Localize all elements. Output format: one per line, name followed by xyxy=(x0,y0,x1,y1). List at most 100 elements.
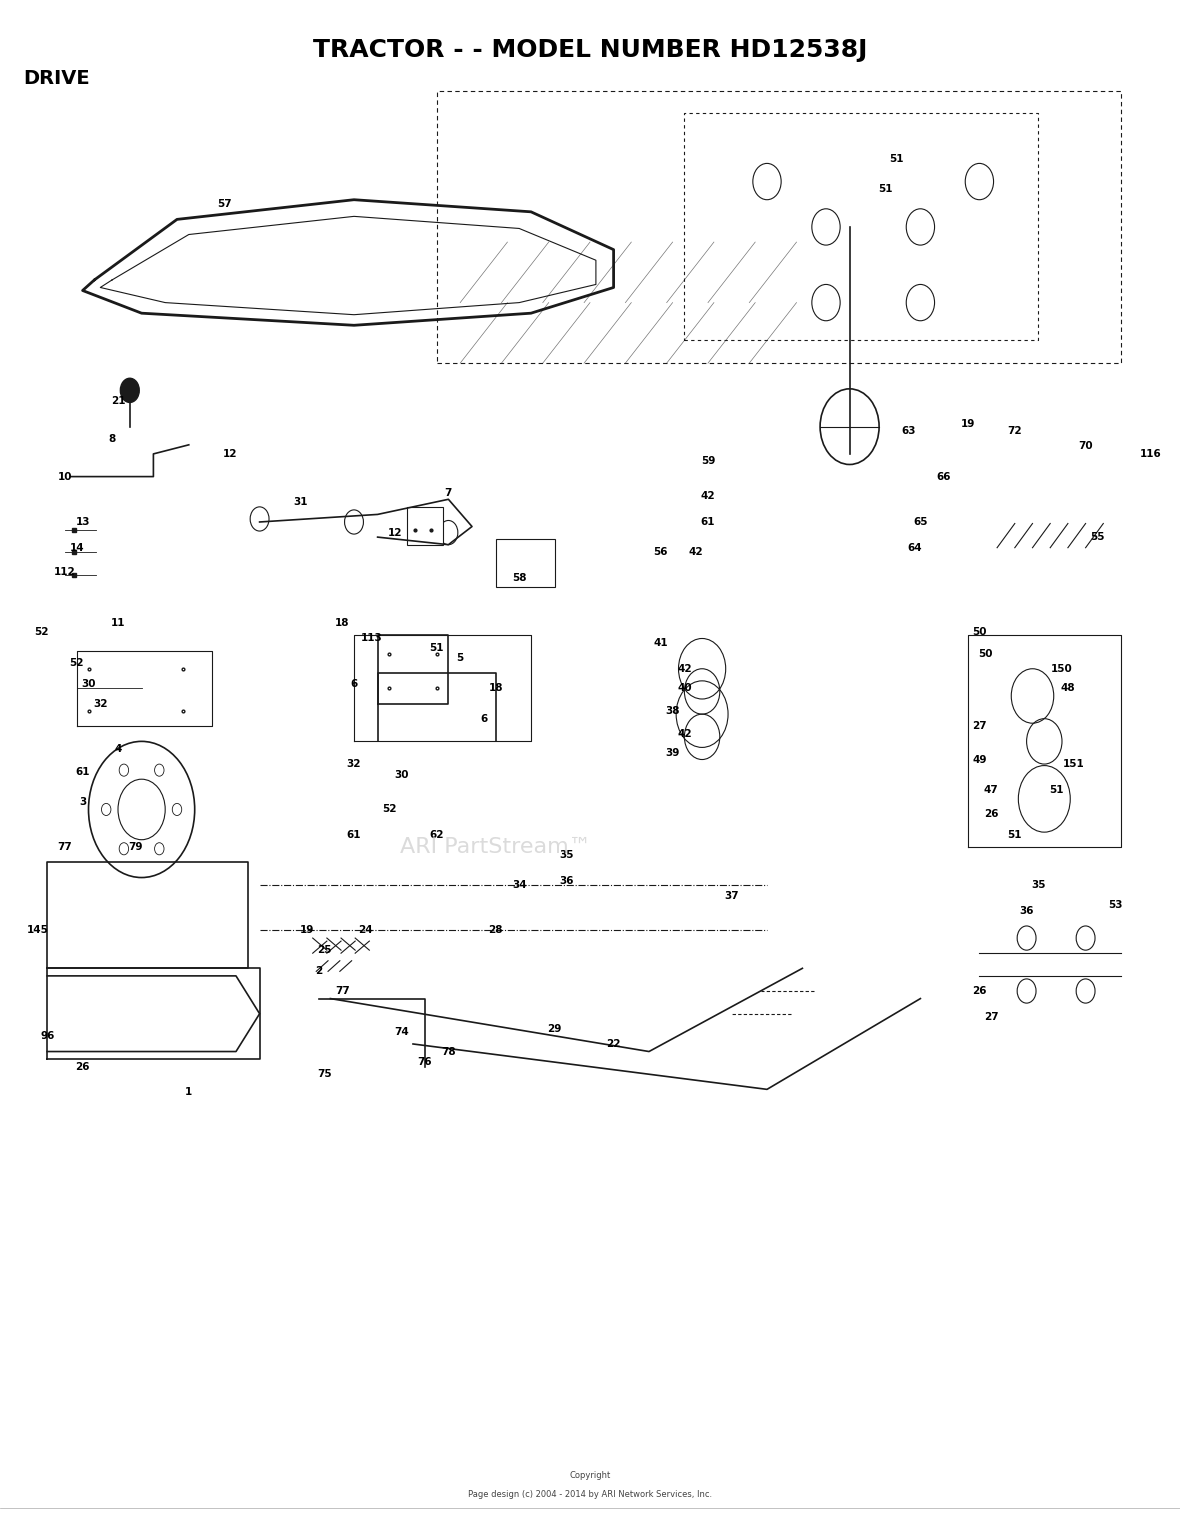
Text: 30: 30 xyxy=(394,770,408,779)
Text: 79: 79 xyxy=(129,843,143,852)
Text: 26: 26 xyxy=(984,809,998,819)
Text: 55: 55 xyxy=(1090,533,1104,542)
Text: 18: 18 xyxy=(489,684,503,693)
Text: 11: 11 xyxy=(111,619,125,628)
Text: 77: 77 xyxy=(335,986,349,996)
Text: 77: 77 xyxy=(58,843,72,852)
Text: 48: 48 xyxy=(1061,684,1075,693)
Text: 30: 30 xyxy=(81,679,96,688)
Text: 40: 40 xyxy=(677,684,691,693)
Text: 35: 35 xyxy=(559,850,573,859)
Text: 37: 37 xyxy=(725,891,739,900)
Text: 51: 51 xyxy=(1008,831,1022,840)
Text: DRIVE: DRIVE xyxy=(24,70,90,88)
Text: 19: 19 xyxy=(961,419,975,428)
Text: 116: 116 xyxy=(1140,449,1161,458)
Text: 51: 51 xyxy=(430,643,444,652)
Text: 32: 32 xyxy=(347,760,361,769)
Text: 27: 27 xyxy=(984,1012,998,1021)
Text: 52: 52 xyxy=(34,628,48,637)
Text: 28: 28 xyxy=(489,926,503,935)
Text: 22: 22 xyxy=(607,1039,621,1049)
Text: 61: 61 xyxy=(347,831,361,840)
Text: 96: 96 xyxy=(40,1032,54,1041)
Text: 42: 42 xyxy=(701,492,715,501)
Text: 35: 35 xyxy=(1031,881,1045,890)
FancyBboxPatch shape xyxy=(407,507,442,545)
Text: 36: 36 xyxy=(559,876,573,885)
Text: 49: 49 xyxy=(972,755,986,764)
Text: 51: 51 xyxy=(878,185,892,194)
Text: 26: 26 xyxy=(972,986,986,996)
Text: 1: 1 xyxy=(185,1088,192,1097)
Text: 8: 8 xyxy=(109,434,116,443)
Text: 61: 61 xyxy=(701,517,715,527)
Text: 51: 51 xyxy=(1049,785,1063,794)
Text: 61: 61 xyxy=(76,767,90,776)
Text: 151: 151 xyxy=(1063,760,1084,769)
Text: 51: 51 xyxy=(890,154,904,163)
Text: 63: 63 xyxy=(902,427,916,436)
Text: 150: 150 xyxy=(1051,664,1073,673)
Text: 27: 27 xyxy=(972,722,986,731)
Text: 57: 57 xyxy=(217,200,231,209)
FancyBboxPatch shape xyxy=(496,539,555,587)
Text: 58: 58 xyxy=(512,573,526,583)
Text: 64: 64 xyxy=(907,543,922,552)
Text: ARI PartStream™: ARI PartStream™ xyxy=(400,837,591,858)
Text: 52: 52 xyxy=(382,805,396,814)
Text: 113: 113 xyxy=(361,634,382,643)
Text: 29: 29 xyxy=(548,1024,562,1033)
Text: 21: 21 xyxy=(111,396,125,405)
Text: 75: 75 xyxy=(317,1070,332,1079)
Text: 42: 42 xyxy=(677,664,691,673)
Text: 26: 26 xyxy=(76,1062,90,1071)
Text: 34: 34 xyxy=(512,881,526,890)
Text: 145: 145 xyxy=(27,926,48,935)
Text: 6: 6 xyxy=(480,714,487,723)
Text: 41: 41 xyxy=(654,638,668,648)
Text: 70: 70 xyxy=(1079,442,1093,451)
Text: 6: 6 xyxy=(350,679,358,688)
Text: 65: 65 xyxy=(913,517,927,527)
Text: 112: 112 xyxy=(54,567,76,576)
Text: 53: 53 xyxy=(1108,900,1122,909)
Text: 18: 18 xyxy=(335,619,349,628)
Text: 4: 4 xyxy=(114,744,122,753)
Text: 62: 62 xyxy=(430,831,444,840)
Text: 10: 10 xyxy=(58,472,72,481)
Text: 42: 42 xyxy=(689,548,703,557)
Text: 32: 32 xyxy=(93,699,107,708)
Text: Copyright: Copyright xyxy=(570,1471,610,1480)
Text: 19: 19 xyxy=(300,926,314,935)
Text: 50: 50 xyxy=(972,628,986,637)
Text: 52: 52 xyxy=(70,658,84,667)
Text: 72: 72 xyxy=(1008,427,1022,436)
Text: Page design (c) 2004 - 2014 by ARI Network Services, Inc.: Page design (c) 2004 - 2014 by ARI Netwo… xyxy=(468,1490,712,1499)
Text: 12: 12 xyxy=(223,449,237,458)
Text: 47: 47 xyxy=(984,785,998,794)
Text: 50: 50 xyxy=(978,649,992,658)
Text: 7: 7 xyxy=(445,489,452,498)
Text: 14: 14 xyxy=(70,543,84,552)
Text: 76: 76 xyxy=(418,1058,432,1067)
Text: TRACTOR - - MODEL NUMBER HD12538J: TRACTOR - - MODEL NUMBER HD12538J xyxy=(313,38,867,62)
Text: 3: 3 xyxy=(79,797,86,806)
Text: 2: 2 xyxy=(315,967,322,976)
Text: 42: 42 xyxy=(677,729,691,738)
Text: 12: 12 xyxy=(388,528,402,537)
Text: 5: 5 xyxy=(457,654,464,663)
Text: 25: 25 xyxy=(317,946,332,955)
Text: 39: 39 xyxy=(666,749,680,758)
Circle shape xyxy=(120,378,139,402)
Text: 24: 24 xyxy=(359,926,373,935)
Text: 56: 56 xyxy=(654,548,668,557)
Text: 74: 74 xyxy=(394,1027,408,1036)
Text: 38: 38 xyxy=(666,707,680,716)
Text: 31: 31 xyxy=(294,498,308,507)
Text: 59: 59 xyxy=(701,457,715,466)
Text: 13: 13 xyxy=(76,517,90,527)
Text: 36: 36 xyxy=(1020,906,1034,915)
Text: 78: 78 xyxy=(441,1047,455,1056)
Text: 66: 66 xyxy=(937,472,951,481)
